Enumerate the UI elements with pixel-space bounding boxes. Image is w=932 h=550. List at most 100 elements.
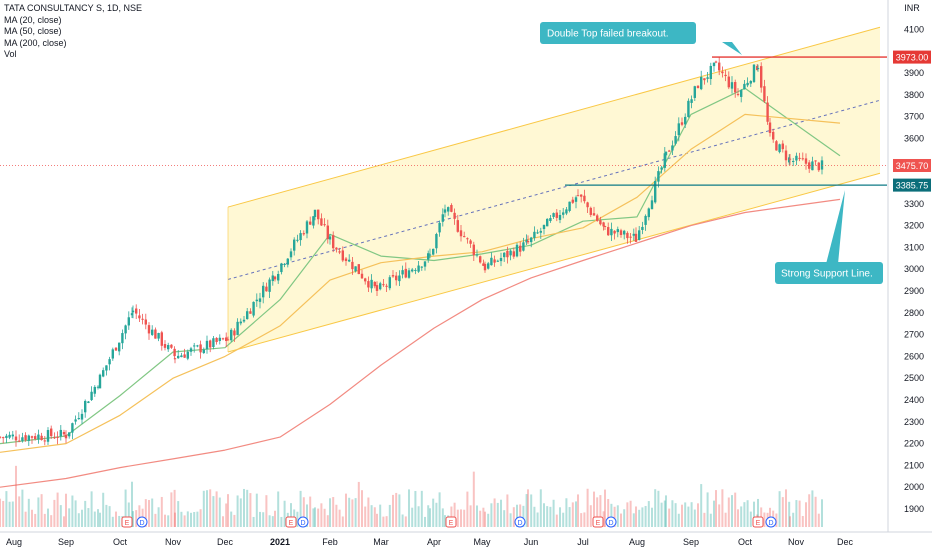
candle-body [277, 273, 280, 281]
candle-body [677, 123, 680, 136]
dividend-marker[interactable] [514, 516, 526, 528]
candle-body [135, 308, 138, 314]
candle-body [756, 68, 760, 70]
legend-ma50[interactable]: MA (50, close) [4, 26, 62, 36]
y-tick-label: 3800 [904, 90, 924, 100]
candle-body [820, 160, 824, 170]
candle-body [199, 344, 202, 353]
candle-body [271, 275, 274, 282]
candle-body [472, 244, 475, 256]
earnings-marker-label: E [125, 520, 130, 527]
candle-body [305, 221, 309, 234]
earnings-marker[interactable] [121, 516, 133, 528]
volume-bar [99, 512, 101, 527]
volume-bar [144, 499, 147, 527]
volume-bar [657, 490, 660, 527]
channel-lower-line[interactable] [227, 172, 881, 353]
volume-bar [775, 513, 778, 527]
y-tick-label: 1900 [904, 504, 924, 514]
candle-body [233, 330, 236, 336]
volume-bar [56, 492, 59, 527]
candle-body [466, 238, 469, 240]
x-tick-label: Mar [373, 537, 389, 547]
earnings-marker[interactable] [592, 516, 604, 528]
volume-bar [183, 515, 186, 527]
volume-bar [180, 511, 183, 527]
ma50-line[interactable] [0, 113, 841, 453]
horizontal-levels[interactable]: 3973.00 3475.70 3385.75 [0, 50, 931, 192]
candle-body [459, 230, 463, 237]
candle-body [746, 82, 749, 86]
candle-body [344, 258, 348, 262]
parallel-channel[interactable] [227, 26, 881, 353]
volume-bar [170, 492, 173, 527]
legend-title[interactable]: TATA CONSULTANCY S, 1D, NSE [4, 3, 143, 13]
candle-body [249, 311, 252, 314]
candle-body [814, 160, 817, 162]
volume-bar [737, 509, 739, 527]
candle-body [515, 244, 519, 257]
candle-body [391, 275, 395, 277]
candle-body [469, 240, 472, 244]
bottom-callout-box[interactable] [775, 262, 883, 284]
candle-body [64, 434, 68, 439]
candle-body [77, 418, 80, 420]
ma200-line[interactable] [0, 198, 841, 488]
earnings-marker[interactable] [752, 516, 764, 528]
candle-body [493, 259, 496, 263]
volume-bar [527, 489, 529, 527]
volume-bar [472, 471, 475, 527]
candle-body [788, 158, 792, 160]
y-tick-label: 3000 [904, 264, 924, 274]
volume-bar [456, 509, 459, 527]
earnings-marker[interactable] [445, 516, 457, 528]
candle-body [268, 279, 271, 292]
volume-bar [59, 505, 62, 527]
volume-bar [199, 509, 202, 527]
callouts[interactable]: Double Top failed breakout. Strong Suppor… [540, 22, 883, 284]
candle-body [388, 277, 391, 289]
volume-bar [97, 509, 99, 527]
candle-body [583, 195, 586, 202]
dividend-marker[interactable] [605, 516, 617, 528]
candle-body [317, 209, 320, 220]
legend-ma200[interactable]: MA (200, close) [4, 37, 67, 48]
candle-body [768, 122, 772, 134]
candle-body [574, 197, 578, 202]
volume-bar [43, 513, 46, 527]
volume-bar [715, 490, 717, 527]
earnings-marker[interactable] [285, 516, 297, 528]
volume-bar [429, 508, 431, 527]
candle-body [177, 355, 180, 359]
candle-body [71, 423, 74, 433]
dividend-marker-label: D [139, 520, 144, 527]
volume-bar [496, 502, 499, 527]
top-callout-box[interactable] [540, 22, 696, 44]
volume-bar [746, 500, 749, 527]
candle-body [668, 150, 671, 152]
legend-vol[interactable]: Vol [4, 49, 17, 59]
legend-ma20[interactable]: MA (20, close) [4, 14, 62, 25]
volume-bar [482, 507, 485, 527]
channel-midline[interactable] [227, 99, 881, 280]
candle-body [808, 162, 811, 169]
y-tick-label: 2800 [904, 308, 924, 318]
y-tick-label: 2700 [904, 330, 924, 340]
candle-body [328, 236, 332, 240]
volume-bar [379, 504, 382, 527]
volume-bar [693, 509, 696, 527]
y-tick-label: 2100 [904, 460, 924, 470]
candle-body [56, 436, 59, 438]
dividend-marker[interactable] [765, 516, 777, 528]
candle-body [96, 386, 100, 388]
x-tick-label: Sep [683, 537, 699, 547]
volume-bar [93, 511, 96, 527]
volume-bar [341, 516, 344, 527]
dividend-marker[interactable] [136, 516, 148, 528]
candle-body [236, 321, 239, 335]
support-price-tag: 3385.75 [896, 180, 929, 190]
candle-body [151, 329, 154, 335]
candle-body [499, 257, 503, 262]
dividend-marker[interactable] [297, 516, 309, 528]
